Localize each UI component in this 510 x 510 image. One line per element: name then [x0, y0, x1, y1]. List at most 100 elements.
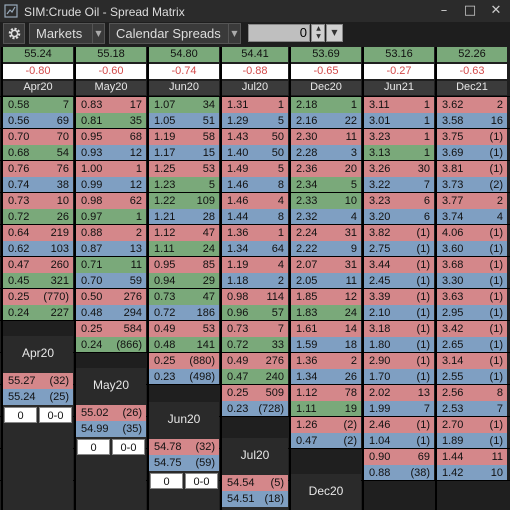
spread-ask-cell[interactable]: 3.58 16 [437, 113, 507, 129]
spread-ask-cell[interactable]: 1.17 15 [149, 145, 219, 161]
spread-bid-cell[interactable]: 0.58 7 [3, 97, 73, 113]
spread-ask-cell[interactable]: 2.75 (1) [364, 241, 434, 257]
spread-ask-cell[interactable]: 1.29 5 [222, 113, 288, 129]
spread-ask-cell[interactable]: 2.53 7 [437, 401, 507, 417]
spread-bid-cell[interactable]: 1.07 34 [149, 97, 219, 113]
quantity-stepper[interactable]: ▲ ▼ [311, 24, 325, 42]
spread-ask-cell[interactable]: 0.56 69 [3, 113, 73, 129]
spread-ask-cell[interactable]: 2.65 (1) [437, 337, 507, 353]
spread-bid-cell[interactable]: 3.82 (1) [364, 225, 434, 241]
spread-bid-cell[interactable]: 2.02 13 [364, 385, 434, 401]
spread-bid-cell[interactable]: 1.12 47 [149, 225, 219, 241]
spread-ask-cell[interactable]: 1.42 10 [437, 465, 507, 481]
spread-bid-cell[interactable]: 0.83 17 [76, 97, 146, 113]
future-ask-cell[interactable]: 54.99 (35) [76, 421, 146, 437]
spread-ask-cell[interactable]: 1.40 50 [222, 145, 288, 161]
spread-ask-cell[interactable]: 1.44 8 [222, 209, 288, 225]
spread-bid-cell[interactable]: 0.73 10 [3, 193, 73, 209]
spread-ask-cell[interactable]: 3.30 (1) [437, 273, 507, 289]
spread-ask-cell[interactable]: 0.74 38 [3, 177, 73, 193]
spread-ask-cell[interactable]: 0.70 59 [76, 273, 146, 289]
spread-bid-cell[interactable]: 3.14 (1) [437, 353, 507, 369]
spread-bid-cell[interactable]: 0.25 584 [76, 321, 146, 337]
spread-bid-cell[interactable]: 0.95 85 [149, 257, 219, 273]
spread-bid-cell[interactable]: 0.88 2 [76, 225, 146, 241]
settings-button[interactable] [3, 23, 25, 44]
future-bid-cell[interactable]: 55.27 (32) [3, 373, 73, 389]
spread-ask-cell[interactable]: 1.04 (1) [364, 433, 434, 449]
spread-ask-cell[interactable]: 2.16 22 [291, 113, 361, 129]
future-bid-cell[interactable]: 54.78 (32) [149, 439, 219, 455]
spread-ask-cell[interactable]: 2.32 4 [291, 209, 361, 225]
spread-ask-cell[interactable]: 0.23 (728) [222, 401, 288, 417]
spread-ask-cell[interactable]: 0.24 (866) [76, 337, 146, 353]
spread-bid-cell[interactable]: 1.22 109 [149, 193, 219, 209]
spread-ask-cell[interactable]: 0.62 103 [3, 241, 73, 257]
spread-ask-cell[interactable]: 3.73 (2) [437, 177, 507, 193]
spread-ask-cell[interactable]: 1.70 (1) [364, 369, 434, 385]
spin-up-icon[interactable]: ▲ [316, 25, 321, 32]
spread-bid-cell[interactable]: 3.63 (1) [437, 289, 507, 305]
spread-ask-cell[interactable]: 2.55 (1) [437, 369, 507, 385]
spread-ask-cell[interactable]: 3.13 1 [364, 145, 434, 161]
spread-bid-cell[interactable]: 0.73 47 [149, 289, 219, 305]
spread-bid-cell[interactable]: 0.50 276 [76, 289, 146, 305]
spread-ask-cell[interactable]: 0.72 33 [222, 337, 288, 353]
spread-bid-cell[interactable]: 3.81 (1) [437, 161, 507, 177]
spread-ask-cell[interactable]: 1.89 (1) [437, 433, 507, 449]
spread-ask-cell[interactable]: 1.80 (1) [364, 337, 434, 353]
spread-ask-cell[interactable]: 0.68 54 [3, 145, 73, 161]
spread-bid-cell[interactable]: 0.49 53 [149, 321, 219, 337]
spread-ask-cell[interactable]: 1.83 24 [291, 305, 361, 321]
spread-bid-cell[interactable]: 3.62 2 [437, 97, 507, 113]
spread-bid-cell[interactable]: 1.12 78 [291, 385, 361, 401]
spread-bid-cell[interactable]: 3.42 (1) [437, 321, 507, 337]
quantity-dropdown[interactable]: ▼ [326, 24, 343, 42]
spread-bid-cell[interactable]: 4.06 (1) [437, 225, 507, 241]
spread-bid-cell[interactable]: 3.23 6 [364, 193, 434, 209]
spread-ask-cell[interactable]: 2.10 (1) [364, 305, 434, 321]
spread-bid-cell[interactable]: 0.25 (770) [3, 289, 73, 305]
spread-ask-cell[interactable]: 1.34 64 [222, 241, 288, 257]
spread-ask-cell[interactable]: 2.34 5 [291, 177, 361, 193]
spread-bid-cell[interactable]: 3.18 (1) [364, 321, 434, 337]
spread-ask-cell[interactable]: 3.01 1 [364, 113, 434, 129]
spread-bid-cell[interactable]: 1.43 50 [222, 129, 288, 145]
spread-ask-cell[interactable]: 2.28 3 [291, 145, 361, 161]
spread-ask-cell[interactable]: 0.96 57 [222, 305, 288, 321]
spread-bid-cell[interactable]: 0.70 70 [3, 129, 73, 145]
spread-ask-cell[interactable]: 1.11 19 [291, 401, 361, 417]
spread-bid-cell[interactable]: 0.25 (880) [149, 353, 219, 369]
spread-ask-cell[interactable]: 1.23 5 [149, 177, 219, 193]
spread-ask-cell[interactable]: 2.05 11 [291, 273, 361, 289]
future-ask-cell[interactable]: 54.51 (18) [222, 491, 288, 507]
close-button[interactable]: ✕ [490, 3, 502, 18]
spread-ask-cell[interactable]: 0.94 29 [149, 273, 219, 289]
spread-ask-cell[interactable]: 1.18 2 [222, 273, 288, 289]
spread-bid-cell[interactable]: 1.26 (2) [291, 417, 361, 433]
spin-down-icon[interactable]: ▼ [316, 33, 321, 40]
spread-ask-cell[interactable]: 1.34 26 [291, 369, 361, 385]
spread-ask-cell[interactable]: 1.99 7 [364, 401, 434, 417]
spread-bid-cell[interactable]: 1.36 1 [222, 225, 288, 241]
spread-ask-cell[interactable]: 1.11 24 [149, 241, 219, 257]
spread-bid-cell[interactable]: 1.25 53 [149, 161, 219, 177]
spread-ask-cell[interactable]: 2.45 (1) [364, 273, 434, 289]
spread-bid-cell[interactable]: 3.26 30 [364, 161, 434, 177]
spread-bid-cell[interactable]: 3.39 (1) [364, 289, 434, 305]
spread-bid-cell[interactable]: 1.46 4 [222, 193, 288, 209]
spread-ask-cell[interactable]: 0.47 240 [222, 369, 288, 385]
spread-bid-cell[interactable]: 1.19 58 [149, 129, 219, 145]
spread-bid-cell[interactable]: 1.49 5 [222, 161, 288, 177]
spread-ask-cell[interactable]: 3.69 (1) [437, 145, 507, 161]
future-bid-cell[interactable]: 55.02 (26) [76, 405, 146, 421]
spread-ask-cell[interactable]: 1.21 28 [149, 209, 219, 225]
spread-bid-cell[interactable]: 3.68 (1) [437, 257, 507, 273]
spread-ask-cell[interactable]: 1.05 51 [149, 113, 219, 129]
spread-bid-cell[interactable]: 0.25 509 [222, 385, 288, 401]
maximize-button[interactable]: □ [463, 3, 477, 18]
spread-bid-cell[interactable]: 0.98 114 [222, 289, 288, 305]
spread-bid-cell[interactable]: 0.95 68 [76, 129, 146, 145]
spread-ask-cell[interactable]: 0.93 12 [76, 145, 146, 161]
spread-bid-cell[interactable]: 1.85 12 [291, 289, 361, 305]
